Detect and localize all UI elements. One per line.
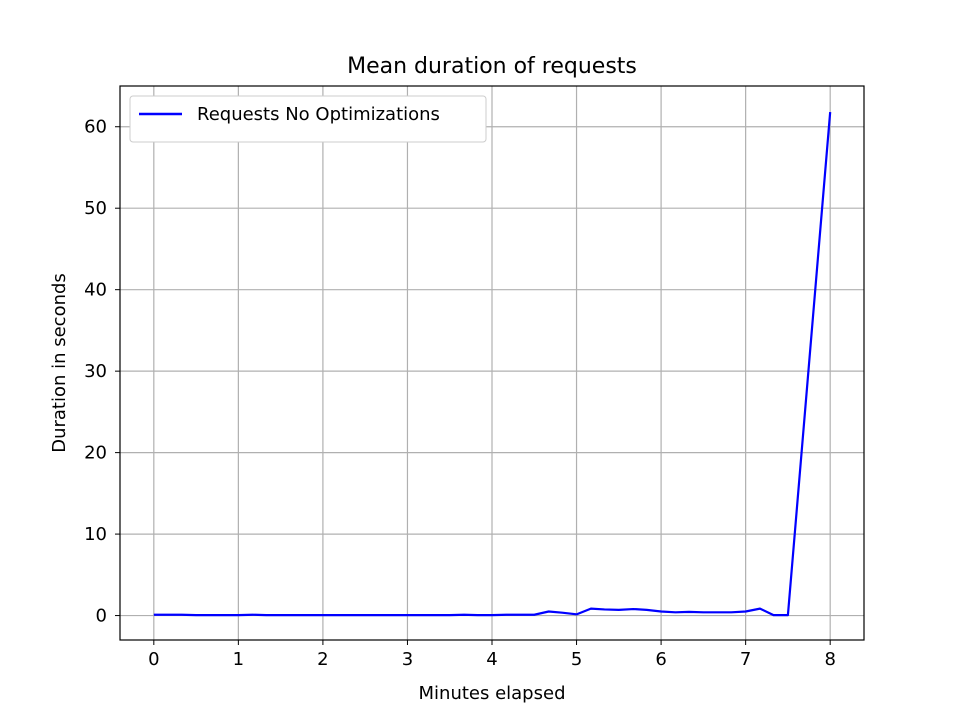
x-axis-label: Minutes elapsed [419,683,566,704]
y-tick-label: 50 [84,198,107,219]
x-tick-label: 4 [486,649,497,670]
x-tick-label: 0 [148,649,159,670]
x-tick-label: 8 [824,649,835,670]
y-axis-label: Duration in seconds [49,273,70,453]
series-line [153,111,832,617]
ticks: 0 1 2 3 4 5 6 7 8 0 10 20 30 40 50 60 [84,117,836,670]
x-tick-label: 2 [317,649,328,670]
series-layer [153,111,832,617]
y-tick-label: 30 [84,361,107,382]
x-tick-label: 1 [233,649,244,670]
y-tick-label: 20 [84,443,107,464]
legend-label: Requests No Optimizations [197,104,440,125]
x-tick-label: 3 [402,649,413,670]
legend-box [129,95,487,143]
y-tick-label: 60 [84,117,107,138]
y-tick-label: 0 [96,606,107,627]
x-tick-label: 6 [655,649,666,670]
chart-title: Mean duration of requests [347,54,637,79]
grid [120,86,864,640]
y-tick-label: 40 [84,280,107,301]
x-tick-label: 5 [571,649,582,670]
y-tick-label: 10 [84,524,107,545]
x-tick-label: 7 [740,649,751,670]
legend: Requests No Optimizations [129,95,487,143]
